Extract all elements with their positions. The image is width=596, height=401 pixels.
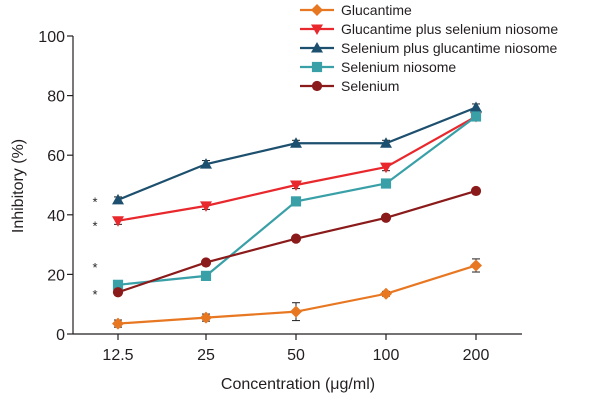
x-ticks: 12.5 25 50 100 200 bbox=[102, 334, 489, 364]
x-tick-label: 200 bbox=[463, 347, 490, 364]
legend-marker bbox=[311, 80, 323, 92]
data-point bbox=[112, 279, 124, 290]
series-layer bbox=[112, 101, 482, 330]
x-tick-label: 12.5 bbox=[102, 347, 133, 364]
data-point bbox=[200, 201, 212, 212]
data-point bbox=[290, 196, 302, 207]
legend-item: Glucantime bbox=[300, 2, 412, 18]
data-point bbox=[380, 162, 392, 174]
series-selenium bbox=[112, 185, 482, 298]
series-glucantime bbox=[112, 258, 482, 330]
legend-label: Selenium plus glucantime niosome bbox=[341, 40, 558, 56]
data-point bbox=[470, 185, 482, 197]
data-point bbox=[290, 137, 302, 148]
legend-marker bbox=[311, 61, 323, 73]
data-point bbox=[470, 259, 482, 272]
legend-label: Selenium niosome bbox=[341, 59, 456, 75]
legend-item: Selenium bbox=[300, 78, 399, 94]
significance-markers: * * * * bbox=[92, 194, 97, 301]
significance-star: * bbox=[92, 194, 97, 209]
y-tick-label: 60 bbox=[47, 148, 65, 165]
data-point bbox=[112, 216, 124, 227]
data-point bbox=[112, 317, 124, 330]
data-point bbox=[200, 158, 212, 169]
legend-label: Selenium bbox=[341, 78, 399, 94]
data-point bbox=[380, 137, 392, 148]
series-glucantime-plus-selenium-niosome bbox=[112, 111, 482, 227]
x-tick-label: 50 bbox=[287, 347, 305, 364]
y-tick-label: 40 bbox=[47, 208, 65, 225]
legend-item: Selenium plus glucantime niosome bbox=[300, 40, 558, 56]
y-tick-label: 100 bbox=[38, 29, 65, 46]
legend-item: Glucantime plus selenium niosome bbox=[300, 21, 558, 37]
data-point bbox=[290, 180, 302, 191]
data-point bbox=[200, 270, 212, 281]
data-point bbox=[200, 311, 212, 324]
series-selenium-plus-glucantime-niosome bbox=[112, 101, 482, 205]
significance-star: * bbox=[92, 260, 97, 275]
data-point bbox=[470, 111, 482, 122]
data-point bbox=[112, 193, 124, 205]
y-tick-label: 0 bbox=[56, 327, 65, 344]
data-point bbox=[200, 257, 212, 268]
legend-label: Glucantime bbox=[341, 2, 412, 18]
data-point bbox=[380, 212, 392, 223]
data-point bbox=[290, 233, 302, 244]
x-tick-label: 100 bbox=[373, 347, 400, 364]
data-point bbox=[290, 305, 302, 318]
legend: Glucantime Glucantime plus selenium nioso… bbox=[300, 2, 558, 94]
y-ticks: 0 20 40 60 80 100 bbox=[38, 29, 73, 344]
x-tick-label: 25 bbox=[197, 347, 215, 364]
data-point bbox=[112, 287, 124, 298]
legend-label: Glucantime plus selenium niosome bbox=[341, 21, 558, 37]
legend-marker bbox=[311, 42, 323, 53]
legend-marker bbox=[311, 24, 323, 35]
significance-star: * bbox=[92, 287, 97, 302]
y-tick-label: 20 bbox=[47, 267, 65, 284]
axes bbox=[72, 36, 522, 335]
legend-item: Selenium niosome bbox=[300, 59, 456, 75]
legend-marker bbox=[311, 4, 323, 16]
y-tick-label: 80 bbox=[47, 89, 65, 106]
x-axis-title: Concentration (μg/ml) bbox=[221, 376, 375, 393]
data-point bbox=[380, 178, 392, 189]
data-point bbox=[470, 101, 482, 113]
y-axis-title: Inhibitory (%) bbox=[10, 139, 27, 233]
series-selenium-niosome bbox=[112, 111, 482, 290]
data-point bbox=[380, 287, 392, 300]
significance-star: * bbox=[92, 218, 97, 233]
